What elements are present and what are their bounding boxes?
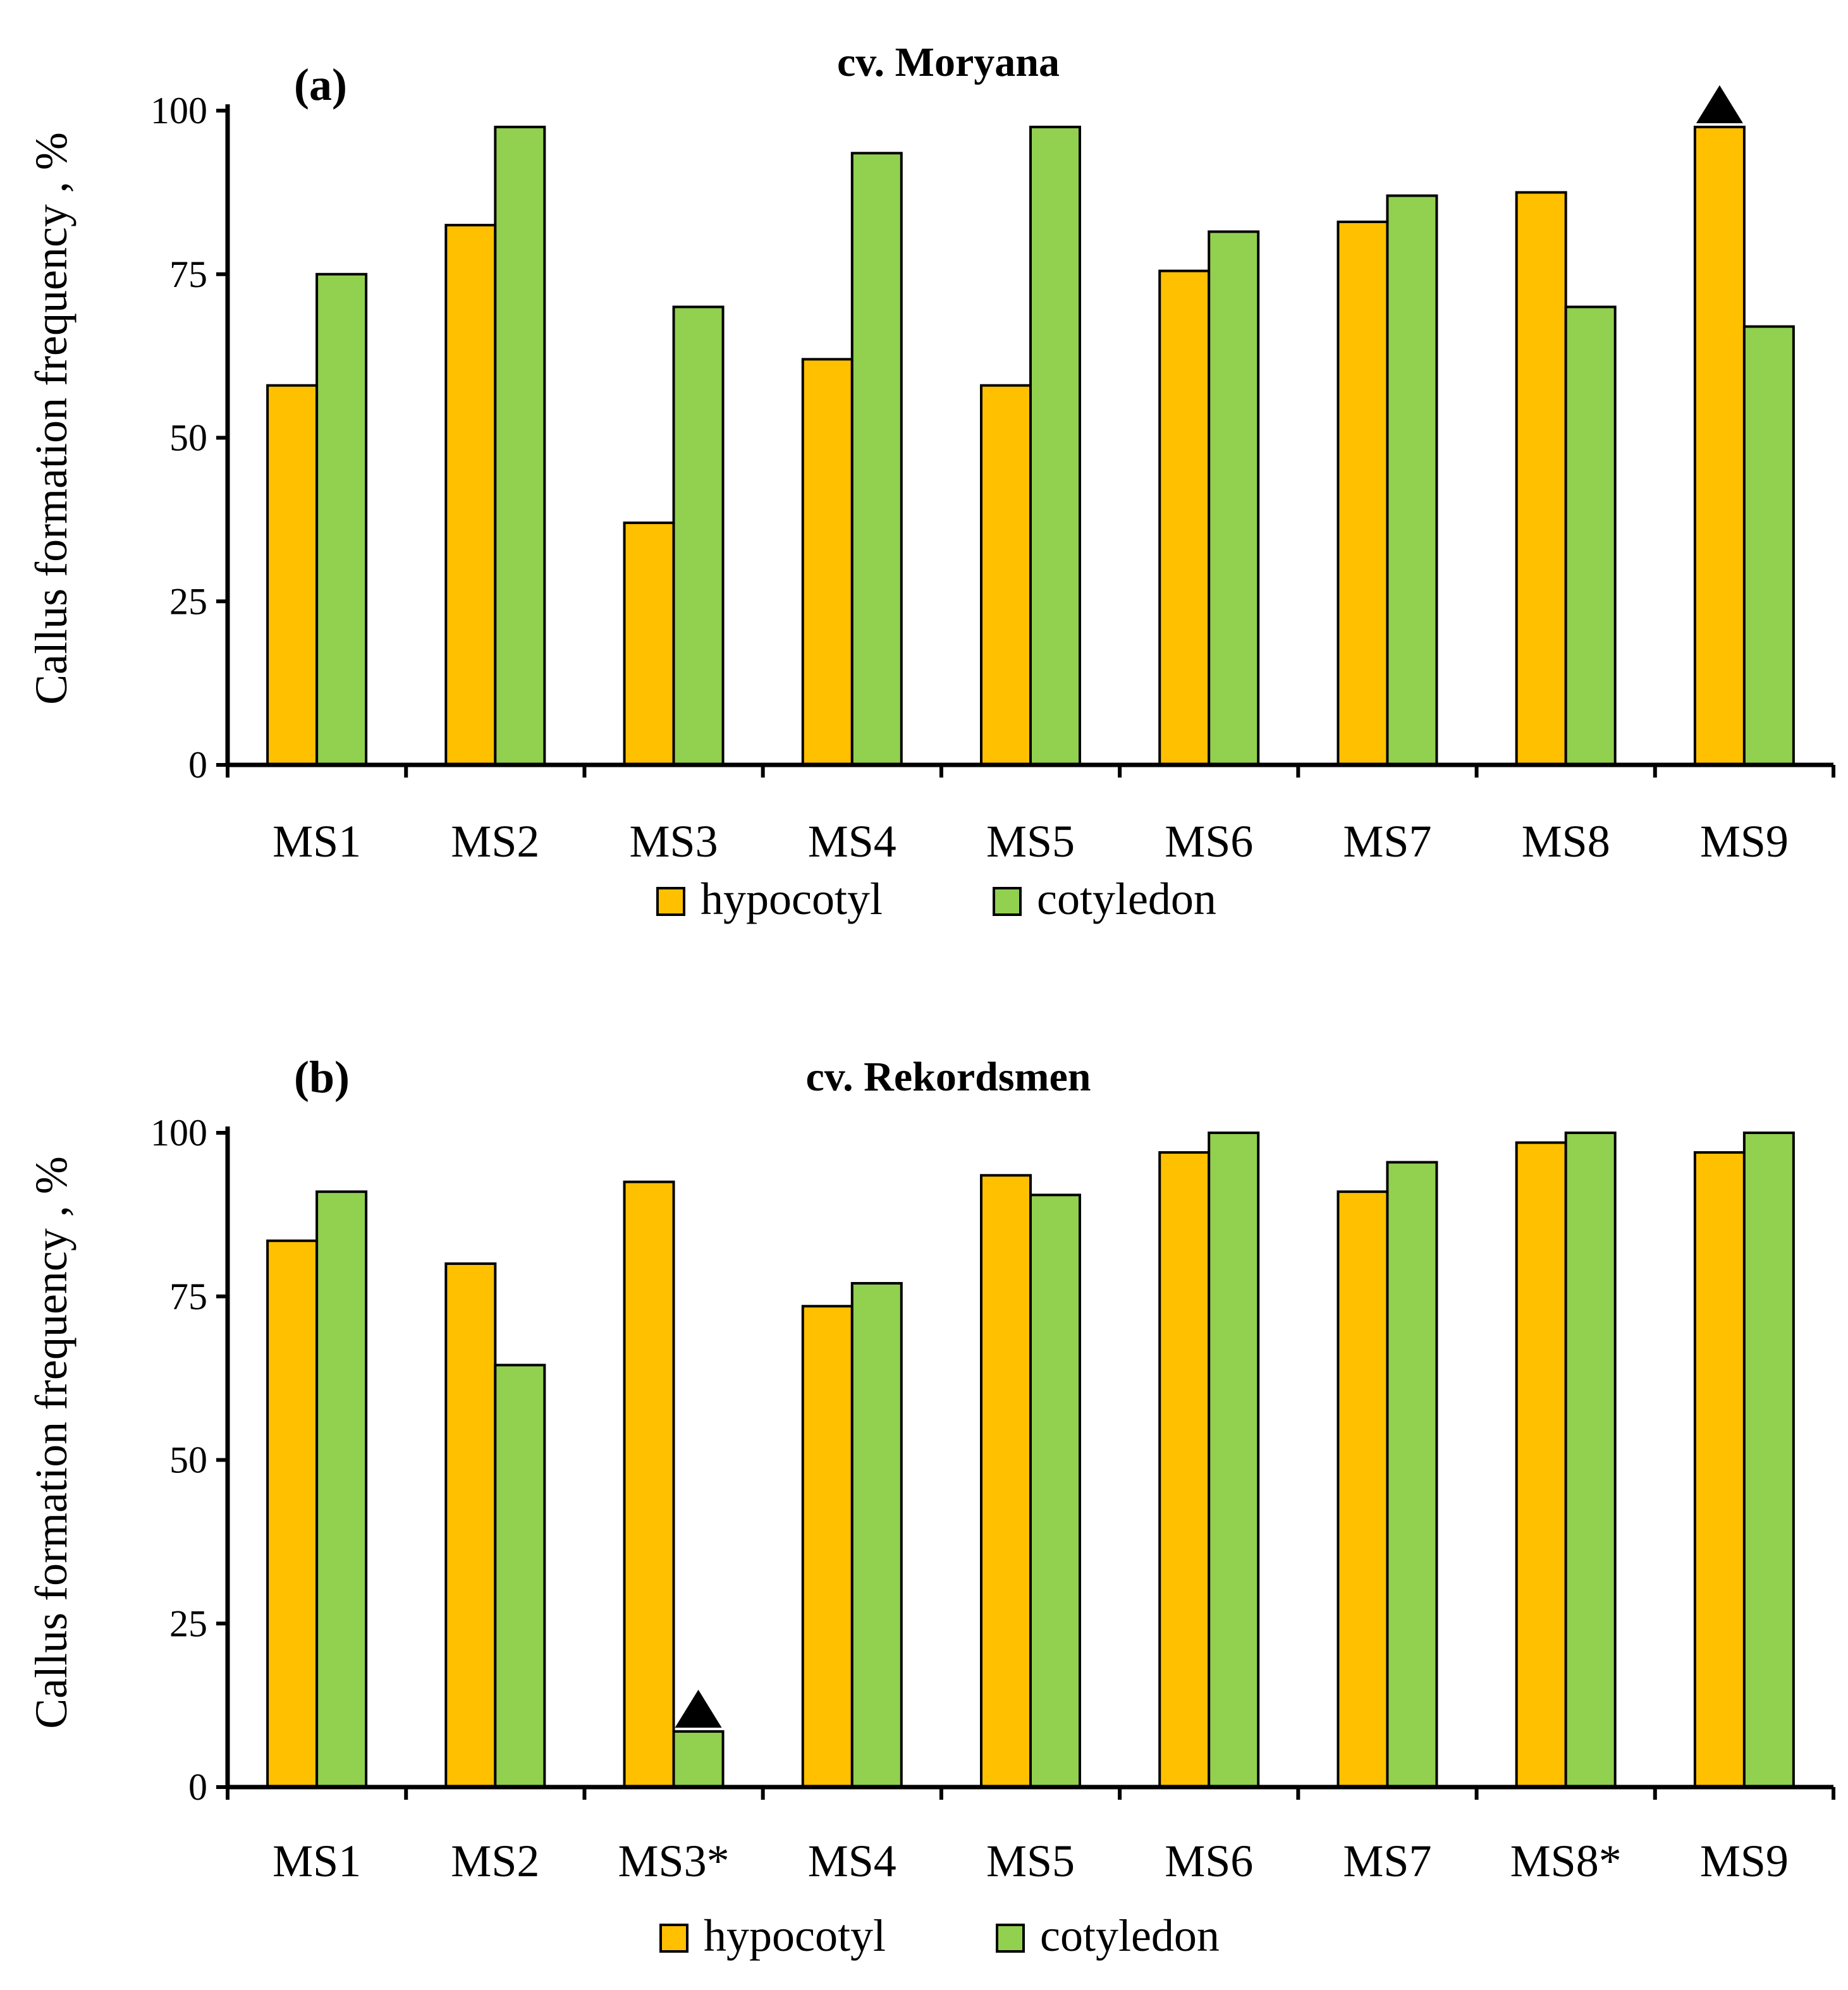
chart-b-category-label-ms5: MS5	[986, 1836, 1075, 1886]
chart-a-y-tick-label-0: 0	[188, 744, 207, 786]
chart-a-bar-ms1-hypocotyl	[266, 384, 319, 766]
chart-b-bar-ms9-cotyledon	[1742, 1132, 1795, 1788]
chart-b-category-label-ms8: MS8*	[1510, 1836, 1622, 1886]
chart-b-x-ticks	[226, 1787, 1835, 1800]
chart-a-legend: hypocotyl cotyledon	[656, 874, 1216, 924]
chart-b-legend-label-cotyledon: cotyledon	[1040, 1910, 1220, 1961]
chart-a-bar-ms6-hypocotyl	[1158, 269, 1211, 766]
chart-a-legend-label-cotyledon: cotyledon	[1037, 874, 1216, 924]
chart-a-category-label-ms7: MS7	[1343, 816, 1431, 867]
chart-b-bar-ms7-hypocotyl	[1337, 1190, 1389, 1788]
chart-a-y-axis-label: Callus formation frequency , %	[26, 132, 76, 705]
chart-b-bar-ms4-cotyledon	[850, 1282, 903, 1789]
chart-a-y-tick-label-75: 75	[169, 253, 207, 295]
chart-a-bar-ms7-hypocotyl	[1337, 220, 1389, 766]
chart-b-y-tick-label-100: 100	[150, 1112, 207, 1154]
chart-a-category-label-ms6: MS6	[1165, 816, 1253, 867]
chart-a-bar-ms7-cotyledon	[1386, 194, 1438, 766]
chart-a-legend-swatch-cotyledon	[993, 887, 1022, 916]
chart-b-bar-ms1-hypocotyl	[266, 1239, 319, 1788]
chart-b-bar-ms3-hypocotyl	[623, 1180, 675, 1788]
chart-b-y-tick-label-25: 25	[169, 1602, 207, 1644]
chart-b-bar-ms6-hypocotyl	[1158, 1151, 1211, 1789]
chart-b-bar-ms1-cotyledon	[315, 1190, 368, 1788]
chart-b-category-label-ms7: MS7	[1343, 1836, 1431, 1886]
chart-b-bar-ms2-cotyledon	[494, 1364, 546, 1789]
chart-b-category-label-ms2: MS2	[451, 1836, 539, 1886]
chart-b-legend-label-hypocotyl: hypocotyl	[704, 1910, 886, 1961]
chart-a-category-label-ms9: MS9	[1700, 816, 1789, 867]
chart-b-category-label-ms1: MS1	[272, 1836, 361, 1886]
chart-a-y-tick-label-100: 100	[150, 90, 207, 131]
chart-b-bar-ms2-hypocotyl	[444, 1262, 497, 1788]
chart-a-bar-ms8-hypocotyl	[1515, 191, 1567, 766]
panel-a-label: (a)	[294, 59, 347, 110]
chart-a-bar-ms8-cotyledon	[1564, 305, 1617, 766]
chart-b-legend: hypocotyl cotyledon	[659, 1910, 1220, 1961]
chart-a-bar-ms1-cotyledon	[315, 272, 368, 766]
chart-b-bar-ms8-cotyledon	[1564, 1132, 1617, 1788]
chart-b-bar-ms5-hypocotyl	[980, 1174, 1032, 1788]
chart-b-legend-swatch-cotyledon	[996, 1924, 1025, 1953]
chart-b-category-label-ms3: MS3*	[618, 1836, 730, 1886]
chart-a-bar-ms5-hypocotyl	[980, 384, 1032, 766]
chart-b-y-ticks: 0 25 50 75 100	[150, 1112, 228, 1808]
chart-a-bar-ms4-cotyledon	[850, 152, 903, 766]
chart-a-bar-ms3-cotyledon	[672, 305, 725, 766]
chart-a-bar-ms4-hypocotyl	[801, 358, 854, 766]
chart-a-y-ticks: 0 25 50 75 100	[150, 90, 228, 786]
chart-b-category-label-ms4: MS4	[808, 1836, 896, 1886]
chart-a-category-label-ms8: MS8	[1522, 816, 1610, 867]
chart-b-y-tick-label-50: 50	[169, 1439, 207, 1481]
chart-a-bar-ms6-cotyledon	[1208, 230, 1260, 767]
chart-a-bar-ms9-hypocotyl	[1693, 125, 1746, 766]
chart-b-markers	[675, 1690, 722, 1728]
chart-a-category-label-ms2: MS2	[451, 816, 539, 867]
chart-b-bar-ms3-cotyledon	[672, 1730, 725, 1788]
chart-a-category-label-ms3: MS3	[630, 816, 718, 867]
chart-b-bar-ms8-hypocotyl	[1515, 1141, 1567, 1788]
chart-a-legend-label-hypocotyl: hypocotyl	[701, 874, 883, 924]
chart-a-y-tick-label-25: 25	[169, 580, 207, 622]
chart-b-category-labels: MS1 MS2 MS3* MS4 MS5 MS6 MS7 MS8* MS9	[272, 1836, 1789, 1886]
chart-panel-a: (a) cv. Moryana Callus formation frequen…	[26, 39, 1835, 924]
chart-a-triangle-marker-ms9	[1696, 85, 1743, 123]
chart-b-bar-ms4-hypocotyl	[801, 1305, 854, 1788]
chart-b-bars	[266, 1132, 1795, 1789]
panel-b-label: (b)	[294, 1052, 350, 1102]
chart-b-y-tick-label-75: 75	[169, 1276, 207, 1317]
chart-a-bar-ms2-hypocotyl	[444, 224, 497, 766]
chart-b-bar-ms5-cotyledon	[1029, 1193, 1081, 1788]
chart-b-triangle-marker-ms3	[675, 1690, 722, 1728]
chart-b-title: cv. Rekordsmen	[806, 1054, 1091, 1100]
chart-b-legend-swatch-hypocotyl	[659, 1924, 688, 1953]
chart-b-bar-ms7-cotyledon	[1386, 1161, 1438, 1788]
chart-a-title: cv. Moryana	[837, 39, 1060, 85]
chart-a-legend-swatch-hypocotyl	[656, 887, 685, 916]
chart-a-bars	[266, 125, 1795, 767]
chart-a-bar-ms3-hypocotyl	[623, 522, 675, 766]
chart-b-category-label-ms9: MS9	[1700, 1836, 1789, 1886]
chart-b-category-label-ms6: MS6	[1165, 1836, 1253, 1886]
chart-a-bar-ms9-cotyledon	[1742, 325, 1795, 766]
chart-a-category-label-ms4: MS4	[808, 816, 896, 867]
chart-a-y-tick-label-50: 50	[169, 417, 207, 459]
chart-a-bar-ms5-cotyledon	[1029, 125, 1081, 766]
chart-b-y-axis-label: Callus formation frequency , %	[26, 1156, 76, 1729]
chart-a-x-ticks	[226, 765, 1835, 778]
chart-a-category-label-ms1: MS1	[272, 816, 361, 867]
chart-a-category-label-ms5: MS5	[986, 816, 1075, 867]
chart-a-markers	[1696, 85, 1743, 123]
chart-b-bar-ms6-cotyledon	[1208, 1132, 1260, 1788]
chart-panel-b: (b) cv. Rekordsmen Callus formation freq…	[26, 1052, 1835, 1961]
chart-a-category-labels: MS1 MS2 MS3 MS4 MS5 MS6 MS7 MS8 MS9	[272, 816, 1789, 867]
chart-b-y-tick-label-0: 0	[188, 1766, 207, 1808]
chart-b-bar-ms9-hypocotyl	[1693, 1151, 1746, 1789]
chart-a-bar-ms2-cotyledon	[494, 125, 546, 766]
